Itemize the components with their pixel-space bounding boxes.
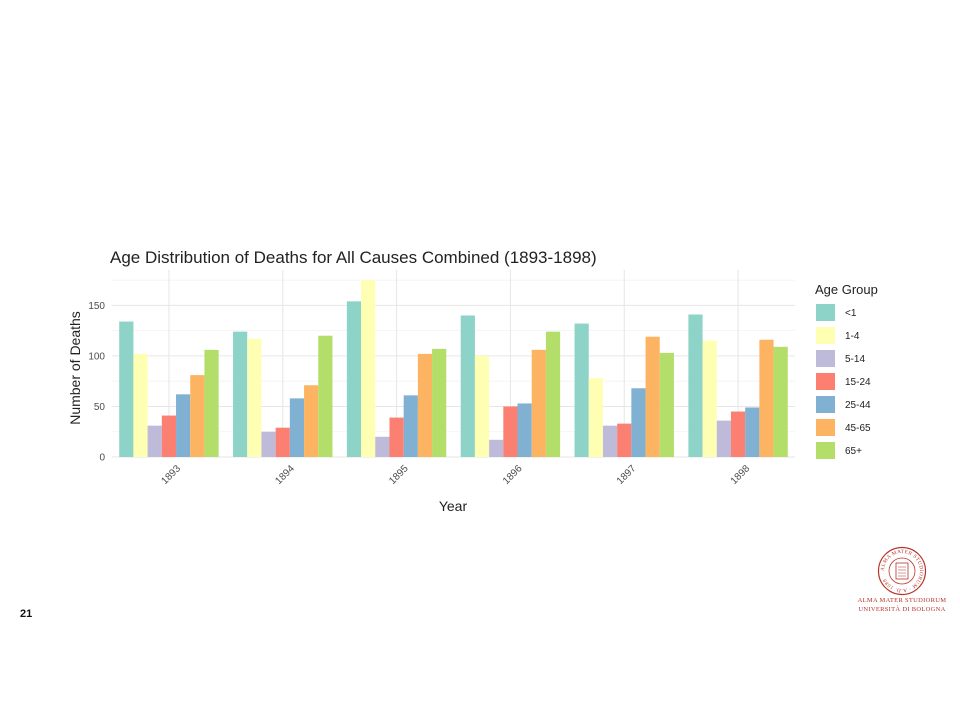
legend: Age Group <1 1-4 5-14 15-24 25-44 45-65 65+ [815, 282, 878, 459]
bar [261, 431, 276, 457]
bar [176, 394, 191, 457]
bar [517, 403, 532, 457]
legend-swatch [816, 396, 835, 413]
bar [460, 315, 475, 457]
legend-label: 15-24 [845, 377, 871, 388]
bar [631, 388, 646, 457]
x-tick-label: 1893 [160, 463, 184, 487]
bar [745, 407, 760, 457]
legend-swatch [816, 419, 835, 436]
legend-label: 25-44 [845, 400, 871, 411]
bar [361, 280, 376, 457]
bar [190, 375, 205, 457]
bar [204, 349, 219, 457]
bar [489, 439, 504, 457]
bar [233, 331, 248, 457]
bar [688, 314, 703, 457]
x-axis-ticks: 1893 1894 1895 1896 1897 1898 [160, 463, 753, 487]
bar [773, 346, 788, 457]
bar [730, 411, 746, 457]
x-tick-label: 1898 [729, 463, 753, 487]
x-tick-label: 1897 [615, 463, 639, 487]
university-name-line1: ALMA MATER STUDIORUM [857, 597, 947, 604]
bar [716, 420, 731, 457]
slide-number: 21 [20, 608, 33, 620]
bar [759, 339, 774, 457]
bar [659, 352, 674, 457]
bar [119, 321, 134, 457]
y-tick-label: 0 [99, 453, 105, 464]
bar [161, 415, 177, 457]
legend-label: 65+ [845, 446, 862, 457]
legend-swatch [816, 327, 835, 344]
bars [119, 280, 788, 457]
bar [275, 427, 290, 457]
bar [503, 406, 518, 457]
bar [147, 425, 162, 457]
university-seal-icon: ALMA MATER STUDIORUM · A.D. 1088 [877, 546, 927, 596]
bar [318, 335, 333, 457]
svg-text:ALMA MATER STUDIORUM · A.D. 10: ALMA MATER STUDIORUM · A.D. 1088 [880, 549, 924, 593]
bar [389, 417, 404, 457]
university-logo: ALMA MATER STUDIORUM · A.D. 1088 ALMA MA… [852, 546, 952, 614]
x-axis-title: Year [439, 498, 468, 514]
y-axis-ticks: 0 50 100 150 [88, 301, 105, 464]
university-name-line2: UNIVERSITÀ DI BOLOGNA [858, 606, 946, 613]
bar [588, 378, 603, 457]
bar [417, 353, 433, 457]
legend-label: 5-14 [845, 354, 865, 365]
bar [602, 425, 618, 457]
legend-label: <1 [845, 308, 857, 319]
chart-title: Age Distribution of Deaths for All Cause… [110, 248, 597, 267]
bar [531, 349, 546, 457]
bar [304, 385, 319, 457]
y-tick-label: 150 [88, 301, 105, 312]
bar [545, 331, 561, 457]
bar [375, 436, 390, 457]
bar [474, 355, 490, 457]
y-tick-label: 100 [88, 351, 105, 362]
bar [133, 353, 148, 457]
bar [346, 301, 362, 457]
legend-swatch [816, 442, 835, 459]
bar [289, 398, 305, 457]
legend-label: 1-4 [845, 331, 860, 342]
legend-swatch [816, 373, 835, 390]
y-axis-title: Number of Deaths [67, 311, 83, 425]
legend-swatch [816, 304, 835, 321]
bar [702, 340, 717, 457]
legend-label: 45-65 [845, 423, 871, 434]
bar [403, 395, 418, 457]
x-tick-label: 1895 [387, 463, 411, 487]
bar [432, 348, 447, 457]
bar [645, 336, 660, 457]
bar [574, 323, 589, 457]
x-tick-label: 1894 [273, 463, 297, 487]
y-tick-label: 50 [94, 402, 106, 413]
bar [247, 338, 262, 457]
legend-swatch [816, 350, 835, 367]
bar [617, 423, 632, 457]
legend-title: Age Group [815, 282, 878, 297]
x-tick-label: 1896 [501, 463, 525, 487]
